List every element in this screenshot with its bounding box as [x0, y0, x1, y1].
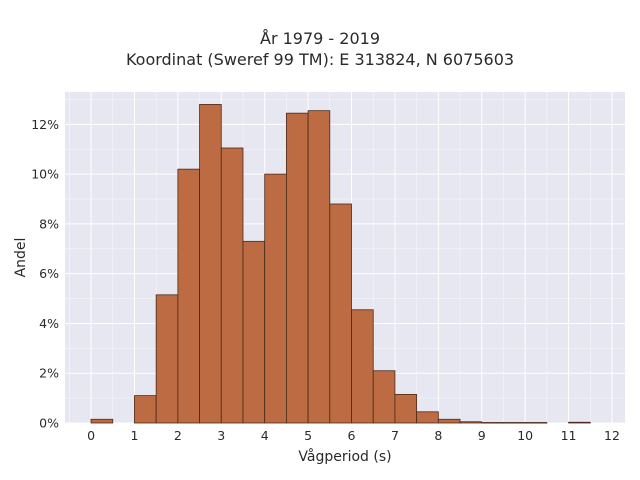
bars-group: [90, 104, 591, 424]
x-tick-label: 9: [478, 428, 486, 443]
histogram-bar: [220, 147, 244, 424]
histogram-bar: [459, 421, 483, 424]
histogram-bar: [394, 393, 418, 424]
histogram-bar: [155, 294, 179, 424]
histogram-bar: [242, 240, 266, 424]
y-tick-label: 6%: [39, 266, 59, 281]
x-tick-label: 0: [87, 428, 95, 443]
chart-subtitle: Koordinat (Sweref 99 TM): E 313824, N 60…: [125, 50, 515, 69]
histogram-bar: [524, 422, 548, 424]
histogram-bar: [199, 104, 222, 424]
x-tick-label: 5: [304, 428, 312, 443]
x-tick-label: 8: [434, 428, 442, 443]
x-tick-label: 1: [130, 428, 138, 443]
x-tick-label: 2: [174, 428, 182, 443]
x-tick-label: 4: [261, 428, 269, 443]
y-tick-labels: 0% 2% 4% 6% 8% 10% 12%: [31, 117, 59, 431]
y-tick-label: 8%: [39, 216, 59, 231]
x-tick-label: 3: [217, 428, 225, 443]
histogram-bar: [285, 112, 309, 424]
y-axis-label: Andel: [13, 238, 29, 278]
histogram-bar: [481, 422, 504, 424]
x-axis-label: Vågperiod (s): [298, 448, 391, 465]
x-tick-label: 11: [561, 428, 577, 443]
y-tick-label: 10%: [31, 167, 59, 182]
histogram-bar: [351, 309, 374, 424]
x-tick-label: 7: [391, 428, 399, 443]
x-tick-label: 10: [517, 428, 533, 443]
x-tick-label: 12: [604, 428, 620, 443]
y-tick-label: 2%: [39, 366, 59, 381]
histogram-bar: [307, 110, 331, 424]
histogram-bar: [568, 421, 591, 424]
histogram-bar: [503, 422, 526, 424]
chart-title: År 1979 - 2019: [260, 29, 380, 48]
y-tick-label: 0%: [39, 416, 59, 431]
histogram-bar: [90, 418, 114, 424]
y-tick-label: 4%: [39, 316, 59, 331]
histogram-bar: [329, 203, 352, 424]
x-tick-labels: 0 1 2 3 4 5 6 7 8 9 10 11 12: [87, 428, 620, 443]
histogram-bar: [372, 370, 396, 424]
histogram-bar: [264, 173, 287, 424]
x-tick-label: 6: [348, 428, 356, 443]
histogram-bar: [177, 168, 200, 424]
y-tick-label: 12%: [31, 117, 59, 132]
histogram-bar: [134, 395, 157, 424]
histogram-bar: [437, 418, 461, 424]
histogram-bar: [416, 411, 439, 424]
